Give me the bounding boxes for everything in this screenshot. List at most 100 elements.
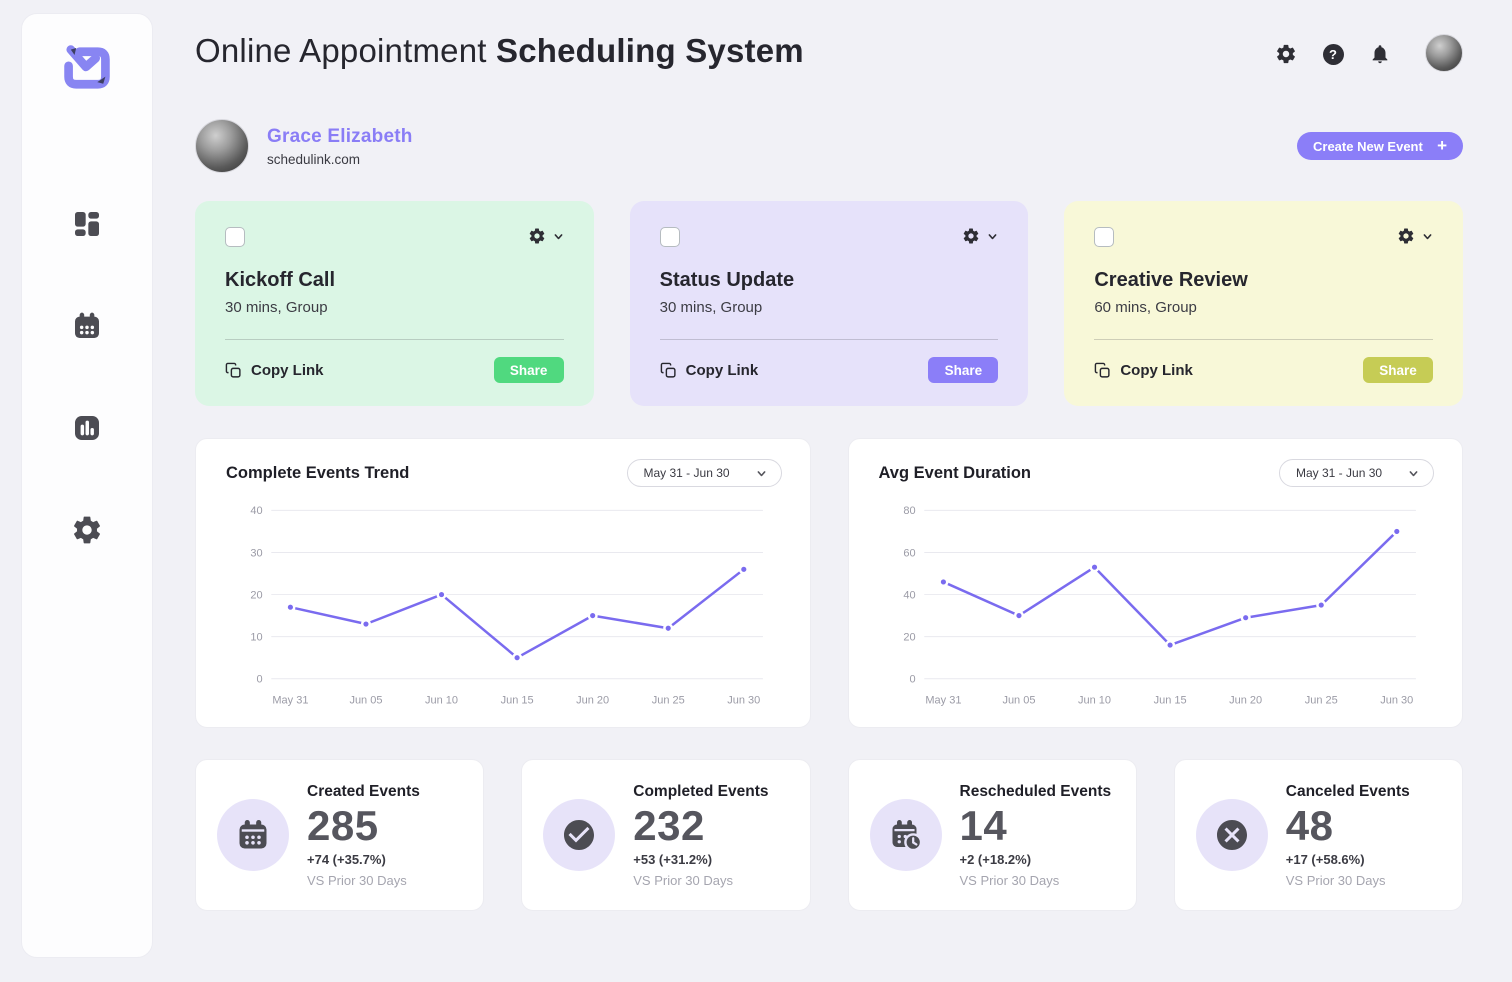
svg-text:40: 40 (903, 589, 915, 601)
event-settings-menu[interactable] (528, 227, 564, 245)
event-settings-menu[interactable] (1397, 227, 1433, 245)
svg-text:20: 20 (250, 589, 262, 601)
event-settings-menu[interactable] (962, 227, 998, 245)
chevron-down-icon (554, 233, 563, 239)
calendar-clock-icon (869, 799, 942, 871)
stat-label: Completed Events (633, 782, 769, 800)
svg-text:Jun 10: Jun 10 (425, 695, 458, 707)
stat-delta: +53 (+31.2%) (633, 851, 713, 867)
share-button[interactable]: Share (928, 357, 999, 383)
chart-card-complete-events-trend: Complete Events Trend May 31 - Jun 30 0 1… (195, 438, 811, 728)
svg-text:May 31: May 31 (925, 695, 961, 707)
svg-text:Jun 05: Jun 05 (349, 695, 382, 707)
header-icons: ? (1274, 34, 1463, 72)
profile-avatar[interactable] (195, 119, 249, 173)
page-header: Online Appointment Scheduling System ? (195, 30, 1463, 72)
profile-domain: schedulink.com (267, 151, 361, 167)
stat-value: 285 (307, 801, 379, 849)
svg-text:Jun 30: Jun 30 (1380, 695, 1413, 707)
event-card-kickoff-call: Kickoff Call 30 mins, Group Copy Link Sh… (195, 201, 594, 406)
svg-text:0: 0 (257, 674, 263, 686)
event-checkbox[interactable] (225, 227, 245, 247)
calendar-icon (217, 799, 289, 871)
stat-value: 14 (959, 801, 1008, 849)
date-range-label: May 31 - Jun 30 (1296, 466, 1383, 480)
sidebar-nav (67, 204, 107, 550)
event-title: Status Update (659, 269, 795, 291)
divider (1094, 339, 1434, 340)
stat-caption: VS Prior 30 Days (633, 872, 733, 888)
divider (225, 339, 564, 340)
charts-row: Complete Events Trend May 31 - Jun 30 0 1… (195, 438, 1463, 728)
svg-text:Jun 30: Jun 30 (727, 695, 760, 707)
svg-text:40: 40 (250, 505, 262, 517)
check-circle-icon (543, 799, 616, 871)
stat-caption: VS Prior 30 Days (307, 872, 407, 888)
sidebar-item-analytics[interactable] (67, 408, 107, 448)
sidebar-item-calendar[interactable] (67, 306, 107, 346)
plus-icon: + (1437, 136, 1447, 155)
svg-text:Jun 25: Jun 25 (1304, 695, 1337, 707)
stat-delta: +74 (+35.7%) (307, 851, 386, 867)
copy-link-button[interactable]: Copy Link (225, 362, 324, 379)
chevron-down-icon (988, 233, 997, 239)
svg-text:Jun 25: Jun 25 (652, 695, 685, 707)
event-checkbox[interactable] (1094, 227, 1115, 247)
app-logo-icon[interactable] (61, 42, 113, 94)
event-title: Creative Review (1094, 269, 1248, 291)
stat-value: 232 (633, 801, 705, 849)
event-title: Kickoff Call (225, 269, 336, 291)
gear-icon (74, 516, 100, 544)
chevron-down-icon (1409, 470, 1418, 476)
create-new-event-button[interactable]: Create New Event + (1297, 132, 1463, 160)
stat-delta: +17 (+58.6%) (1285, 851, 1365, 867)
chevron-down-icon (757, 470, 765, 476)
notifications-bell-icon[interactable] (1368, 42, 1392, 66)
svg-text:20: 20 (903, 631, 915, 643)
gear-icon (529, 228, 544, 244)
share-button[interactable]: Share (1363, 357, 1434, 383)
gear-icon (964, 228, 979, 244)
main-content: Online Appointment Scheduling System ? G… (195, 0, 1464, 911)
copy-link-button[interactable]: Copy Link (660, 362, 758, 379)
profile-name[interactable]: Grace Elizabeth (267, 125, 413, 147)
stat-card-completed-events: Completed Events 232 +53 (+31.2%) VS Pri… (521, 759, 811, 911)
bar-chart-icon (75, 416, 99, 440)
svg-text:80: 80 (903, 505, 915, 517)
create-new-event-label: Create New Event (1313, 138, 1423, 154)
profile-meta: Grace Elizabeth schedulink.com (267, 126, 413, 167)
date-range-dropdown[interactable]: May 31 - Jun 30 (626, 459, 782, 487)
profile-section: Grace Elizabeth schedulink.com Create Ne… (195, 119, 1463, 173)
stats-row: Created Events 285 +74 (+35.7%) VS Prior… (195, 759, 1463, 911)
svg-text:May 31: May 31 (272, 695, 308, 707)
svg-text:0: 0 (909, 674, 915, 686)
stat-card-created-events: Created Events 285 +74 (+35.7%) VS Prior… (195, 759, 485, 911)
event-subtitle: 30 mins, Group (659, 299, 763, 316)
svg-text:Jun 05: Jun 05 (1002, 695, 1035, 707)
dashboard-icon (75, 212, 99, 236)
svg-text:Jun 20: Jun 20 (576, 695, 609, 707)
date-range-dropdown[interactable]: May 31 - Jun 30 (1279, 459, 1434, 487)
event-checkbox[interactable] (659, 227, 680, 247)
x-circle-icon (1195, 799, 1268, 871)
sidebar-item-settings[interactable] (67, 510, 107, 550)
svg-text:60: 60 (903, 547, 915, 559)
help-glyph: ? (1322, 43, 1344, 65)
stat-card-canceled-events: Canceled Events 48 +17 (+58.6%) VS Prior… (1173, 759, 1463, 911)
stat-caption: VS Prior 30 Days (1285, 872, 1386, 888)
event-card-creative-review: Creative Review 60 mins, Group Copy Link… (1064, 201, 1464, 406)
stat-label: Canceled Events (1285, 782, 1410, 800)
chart-title: Complete Events Trend (226, 463, 410, 482)
sidebar-item-dashboard[interactable] (67, 204, 107, 244)
line-chart: 0 20 40 60 80 May 31 Jun 05 Jun 10 Jun 15 Jun 20 J… (877, 497, 1435, 717)
share-button[interactable]: Share (493, 357, 564, 383)
copy-link-button[interactable]: Copy Link (1094, 362, 1193, 379)
svg-text:10: 10 (250, 631, 262, 643)
user-avatar[interactable] (1425, 34, 1463, 72)
copy-icon (1095, 362, 1110, 378)
settings-icon[interactable] (1274, 42, 1298, 66)
chevron-down-icon (1423, 233, 1432, 239)
help-icon[interactable]: ? (1321, 42, 1345, 66)
stat-caption: VS Prior 30 Days (959, 872, 1060, 888)
line-chart: 0 10 20 30 40 May 31 Jun 05 Jun 10 Jun 15 Jun 20 J… (224, 497, 782, 717)
